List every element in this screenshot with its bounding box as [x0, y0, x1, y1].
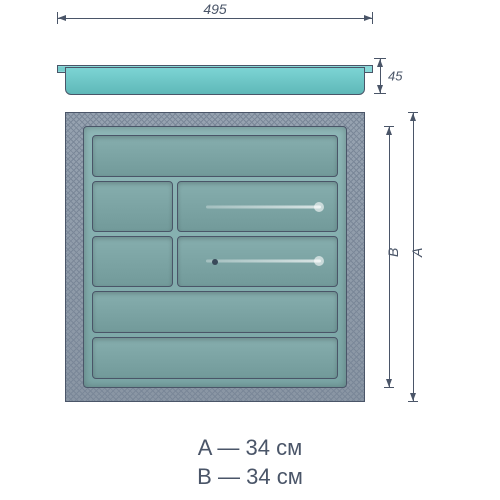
- legend-A-value: 34: [245, 435, 269, 460]
- legend-B-value: 34: [246, 464, 270, 489]
- legend-A-unit: см: [276, 435, 302, 460]
- compartment: [92, 135, 338, 177]
- compartment: [92, 236, 173, 287]
- plan-top-view: B A: [65, 112, 365, 402]
- dimension-width: 495: [57, 8, 373, 28]
- compartment-with-utensil: [177, 236, 338, 287]
- dimension-width-label: 495: [57, 1, 373, 17]
- compartment-grid: [92, 135, 338, 379]
- dimension-A: A: [403, 112, 423, 402]
- dimension-A-label: A: [409, 248, 425, 257]
- dimension-legend: A — 34 см B — 34 см: [0, 433, 500, 492]
- legend-sep: —: [217, 435, 239, 460]
- dimension-depth-label: 45: [388, 69, 402, 84]
- compartment: [92, 337, 338, 379]
- compartment: [92, 291, 338, 333]
- dimension-B: B: [379, 112, 399, 402]
- dimension-B-label: B: [385, 248, 401, 257]
- legend-B-symbol: B: [197, 464, 212, 489]
- compartment-with-utensil: [177, 181, 338, 232]
- legend-A-symbol: A: [198, 435, 211, 460]
- legend-B-unit: см: [277, 464, 303, 489]
- drawing-canvas: 495 45: [0, 0, 500, 500]
- legend-sep: —: [218, 464, 240, 489]
- tray-body-side: [65, 67, 365, 95]
- cutlery-tray: [83, 126, 347, 388]
- compartment: [92, 181, 173, 232]
- legend-row-B: B — 34 см: [0, 462, 500, 492]
- center-mark-icon: [212, 259, 218, 265]
- legend-row-A: A — 34 см: [0, 433, 500, 463]
- dimension-depth: 45: [370, 58, 430, 94]
- side-elevation-view: 495 45: [65, 30, 365, 95]
